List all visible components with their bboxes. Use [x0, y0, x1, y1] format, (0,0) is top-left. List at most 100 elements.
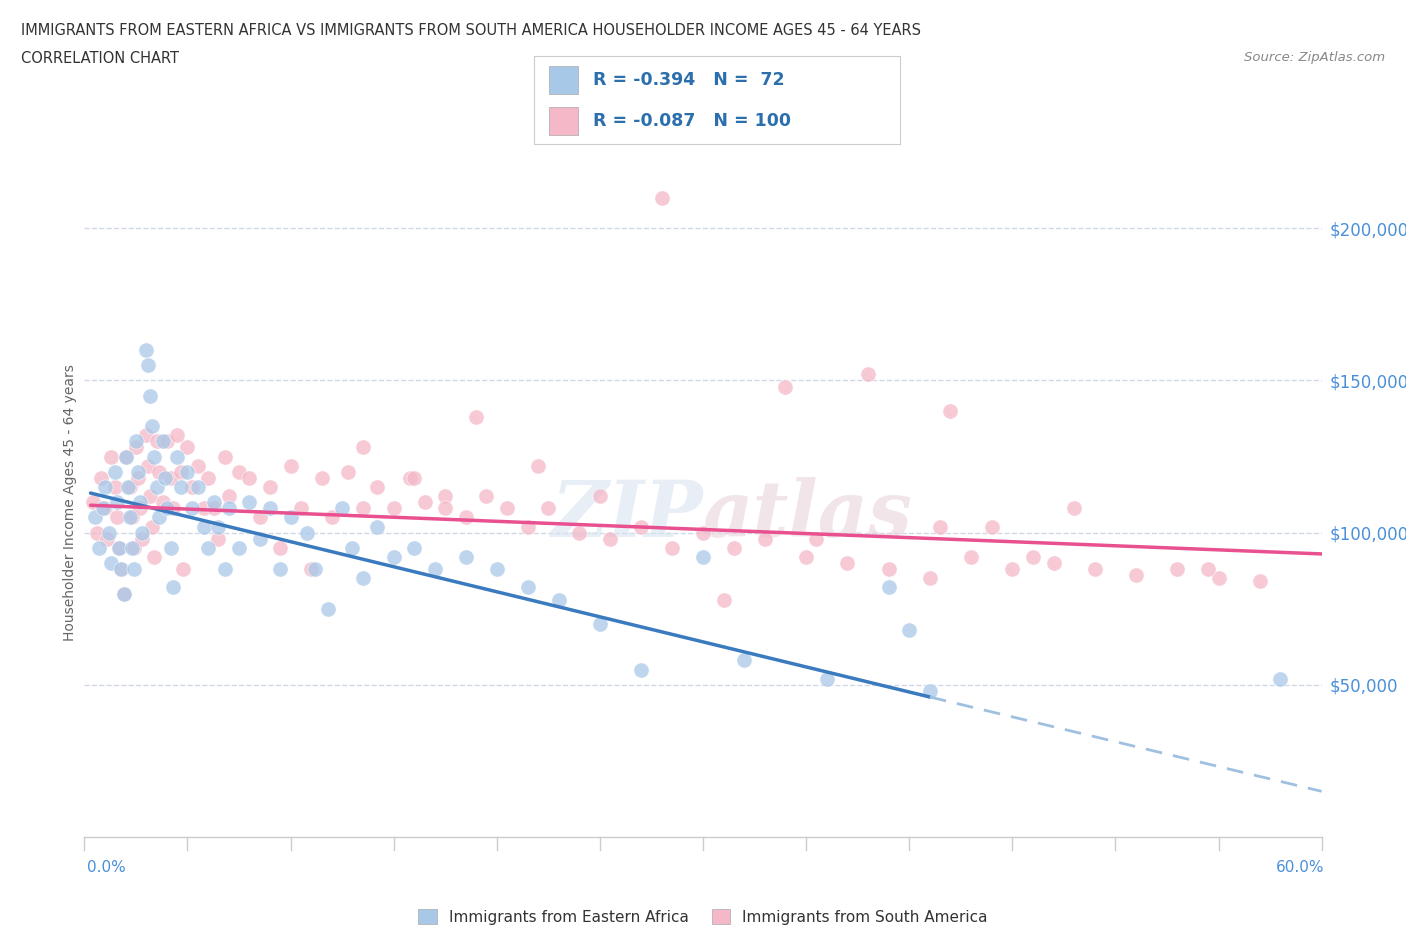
Point — [454, 550, 477, 565]
Point — [1208, 571, 1230, 586]
Point — [1125, 568, 1147, 583]
Point — [218, 501, 240, 516]
Point — [280, 458, 302, 473]
Point — [197, 540, 219, 555]
Point — [1042, 555, 1064, 570]
Point — [1197, 562, 1219, 577]
Point — [692, 525, 714, 540]
Point — [86, 525, 108, 540]
Point — [1084, 562, 1107, 577]
Point — [214, 562, 236, 577]
Point — [382, 550, 405, 565]
Point — [589, 617, 612, 631]
Point — [1063, 501, 1085, 516]
Point — [207, 519, 229, 534]
Point — [122, 562, 145, 577]
Point — [96, 531, 118, 546]
Point — [100, 449, 122, 464]
Text: 0.0%: 0.0% — [87, 860, 127, 875]
Point — [1022, 550, 1045, 565]
Point — [112, 586, 135, 601]
Point — [187, 458, 209, 473]
Point — [121, 540, 143, 555]
Point — [143, 449, 166, 464]
Point — [465, 409, 488, 424]
Point — [856, 367, 879, 382]
Point — [661, 540, 683, 555]
Point — [129, 495, 152, 510]
Point — [352, 501, 374, 516]
Point — [148, 510, 170, 525]
Point — [100, 555, 122, 570]
Point — [83, 510, 105, 525]
Text: IMMIGRANTS FROM EASTERN AFRICA VS IMMIGRANTS FROM SOUTH AMERICA HOUSEHOLDER INCO: IMMIGRANTS FROM EASTERN AFRICA VS IMMIGR… — [21, 23, 921, 38]
Point — [330, 501, 353, 516]
Point — [651, 191, 673, 206]
Text: 60.0%: 60.0% — [1277, 860, 1324, 875]
Point — [290, 501, 312, 516]
Point — [145, 434, 167, 449]
Point — [129, 501, 152, 516]
Point — [939, 404, 962, 418]
Point — [342, 540, 364, 555]
Point — [754, 531, 776, 546]
Point — [733, 653, 755, 668]
Point — [166, 428, 188, 443]
Y-axis label: Householder Income Ages 45 - 64 years: Householder Income Ages 45 - 64 years — [63, 364, 77, 641]
Point — [110, 562, 132, 577]
Point — [214, 449, 236, 464]
Point — [321, 510, 343, 525]
Point — [197, 471, 219, 485]
Point — [94, 501, 117, 516]
Point — [228, 540, 250, 555]
Point — [187, 480, 209, 495]
Point — [269, 540, 291, 555]
Point — [82, 495, 104, 510]
Point — [1270, 671, 1292, 686]
Point — [118, 510, 141, 525]
Point — [98, 525, 121, 540]
Point — [837, 555, 859, 570]
Point — [143, 550, 166, 565]
Point — [352, 440, 374, 455]
Point — [127, 464, 149, 479]
Point — [423, 562, 446, 577]
Point — [218, 488, 240, 503]
Point — [249, 531, 271, 546]
Point — [516, 519, 538, 534]
Point — [94, 480, 117, 495]
Point — [105, 510, 128, 525]
Point — [152, 495, 174, 510]
Point — [127, 471, 149, 485]
Point — [898, 622, 921, 637]
Point — [918, 684, 941, 698]
Point — [794, 550, 817, 565]
Point — [160, 471, 183, 485]
Point — [299, 562, 322, 577]
Point — [918, 571, 941, 586]
Point — [337, 464, 360, 479]
Text: Source: ZipAtlas.com: Source: ZipAtlas.com — [1244, 51, 1385, 64]
Point — [141, 519, 163, 534]
Point — [404, 471, 426, 485]
Point — [475, 488, 498, 503]
Point — [249, 510, 271, 525]
Point — [713, 592, 735, 607]
Point — [238, 471, 260, 485]
Point — [139, 488, 162, 503]
Point — [352, 571, 374, 586]
Point — [692, 550, 714, 565]
Point — [139, 388, 162, 403]
Point — [131, 525, 153, 540]
Point — [180, 480, 202, 495]
Point — [114, 449, 136, 464]
Point — [877, 562, 900, 577]
Point — [980, 519, 1002, 534]
Point — [404, 540, 426, 555]
Point — [117, 480, 139, 495]
Point — [527, 458, 550, 473]
Point — [1249, 574, 1271, 589]
Point — [170, 480, 193, 495]
Point — [136, 458, 159, 473]
Point — [202, 495, 225, 510]
